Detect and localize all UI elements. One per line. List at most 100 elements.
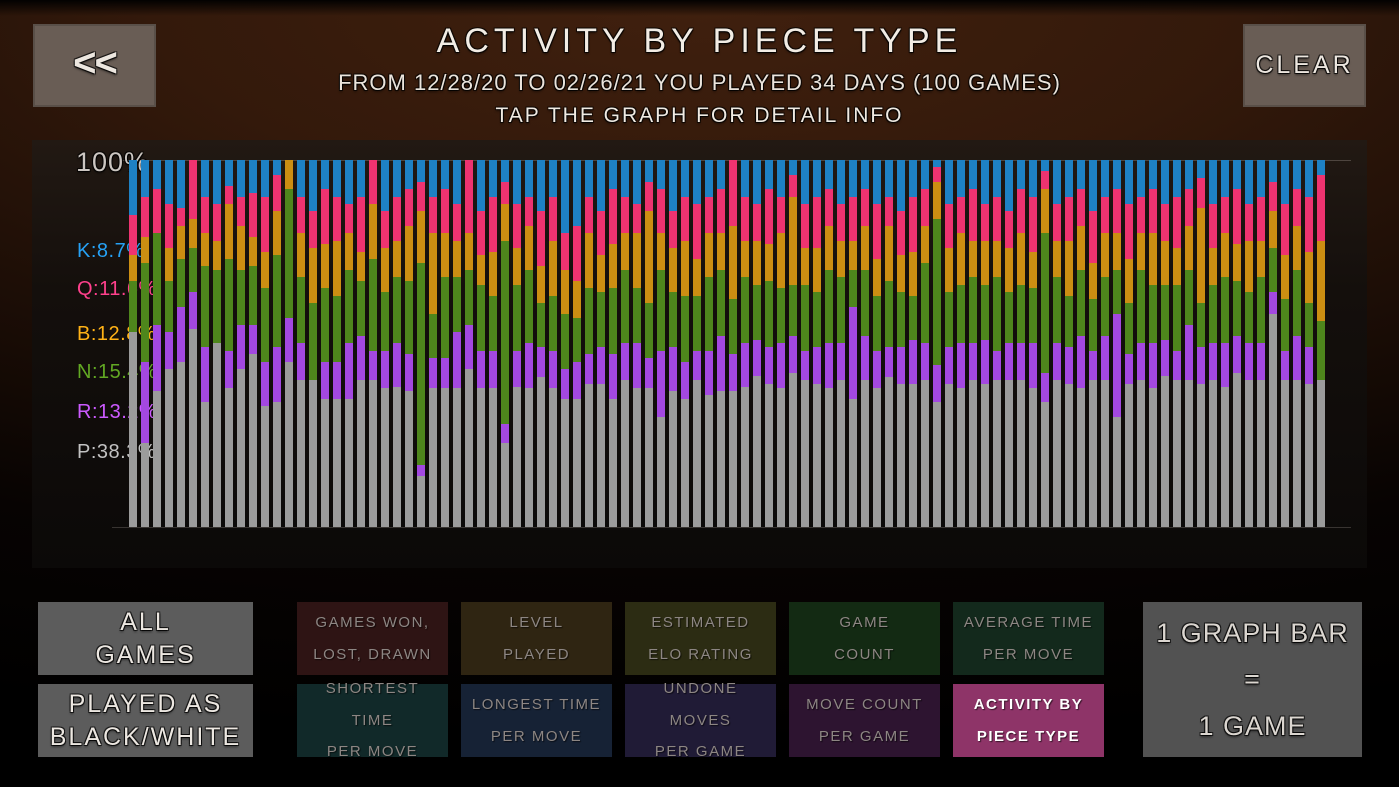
- graph-bar[interactable]: [129, 160, 137, 527]
- back-button[interactable]: <<: [33, 24, 156, 107]
- graph-bar[interactable]: [1077, 160, 1085, 527]
- graph-bar[interactable]: [1305, 160, 1313, 527]
- graph-bar[interactable]: [681, 160, 689, 527]
- graph-bar[interactable]: [909, 160, 917, 527]
- graph-bar[interactable]: [717, 160, 725, 527]
- graph-bar[interactable]: [609, 160, 617, 527]
- graph-bar[interactable]: [297, 160, 305, 527]
- graph-bar[interactable]: [1101, 160, 1109, 527]
- clear-button[interactable]: CLEAR: [1243, 24, 1366, 107]
- graph-bar[interactable]: [525, 160, 533, 527]
- graph-bar[interactable]: [813, 160, 821, 527]
- graph-bar[interactable]: [1197, 160, 1205, 527]
- graph-bar[interactable]: [669, 160, 677, 527]
- graph-bar[interactable]: [1005, 160, 1013, 527]
- graph-bar[interactable]: [165, 160, 173, 527]
- graph-bar[interactable]: [621, 160, 629, 527]
- graph-bar[interactable]: [1233, 160, 1241, 527]
- stat-button-level-played[interactable]: LEVEL PLAYED: [461, 602, 612, 675]
- graph-bar[interactable]: [1053, 160, 1061, 527]
- graph-bar[interactable]: [765, 160, 773, 527]
- stat-button-activity-by-piece-type[interactable]: ACTIVITY BY PIECE TYPE: [953, 684, 1104, 757]
- stat-button-estimated-elo-rating[interactable]: ESTIMATED ELO RATING: [625, 602, 776, 675]
- stat-button-move-count-per-game[interactable]: MOVE COUNT PER GAME: [789, 684, 940, 757]
- graph-bar[interactable]: [1173, 160, 1181, 527]
- graph-bar[interactable]: [1065, 160, 1073, 527]
- stacked-bars-area[interactable]: [129, 160, 1325, 527]
- graph-bar[interactable]: [213, 160, 221, 527]
- graph-bar[interactable]: [897, 160, 905, 527]
- graph-bar[interactable]: [705, 160, 713, 527]
- graph-bar[interactable]: [573, 160, 581, 527]
- graph-bar[interactable]: [873, 160, 881, 527]
- graph-bar[interactable]: [357, 160, 365, 527]
- graph-bar[interactable]: [513, 160, 521, 527]
- graph-bar[interactable]: [633, 160, 641, 527]
- graph-bar[interactable]: [849, 160, 857, 527]
- stat-button-games-won-lost-drawn[interactable]: GAMES WON, LOST, DRAWN: [297, 602, 448, 675]
- graph-bar[interactable]: [933, 160, 941, 527]
- graph-bar[interactable]: [1149, 160, 1157, 527]
- graph-bar[interactable]: [837, 160, 845, 527]
- graph-bar[interactable]: [1089, 160, 1097, 527]
- graph-bar[interactable]: [981, 160, 989, 527]
- graph-bar[interactable]: [261, 160, 269, 527]
- graph-bar[interactable]: [417, 160, 425, 527]
- graph-bar[interactable]: [369, 160, 377, 527]
- stat-button-longest-time-per-move[interactable]: LONGEST TIME PER MOVE: [461, 684, 612, 757]
- graph-bar[interactable]: [1317, 160, 1325, 527]
- graph-bar[interactable]: [825, 160, 833, 527]
- graph-bar[interactable]: [657, 160, 665, 527]
- graph-bar[interactable]: [801, 160, 809, 527]
- graph-bar[interactable]: [549, 160, 557, 527]
- stat-button-average-time-per-move[interactable]: AVERAGE TIME PER MOVE: [953, 602, 1104, 675]
- graph-bar[interactable]: [225, 160, 233, 527]
- graph-bar[interactable]: [393, 160, 401, 527]
- graph-bar[interactable]: [345, 160, 353, 527]
- graph-bar[interactable]: [453, 160, 461, 527]
- graph-bar[interactable]: [141, 160, 149, 527]
- graph-bar[interactable]: [645, 160, 653, 527]
- graph-bar[interactable]: [189, 160, 197, 527]
- graph-bar[interactable]: [1029, 160, 1037, 527]
- graph-bar[interactable]: [861, 160, 869, 527]
- graph-bar[interactable]: [1161, 160, 1169, 527]
- graph-bar[interactable]: [405, 160, 413, 527]
- graph-bar[interactable]: [1281, 160, 1289, 527]
- graph-bar[interactable]: [237, 160, 245, 527]
- graph-bar[interactable]: [1113, 160, 1121, 527]
- graph-bar[interactable]: [1245, 160, 1253, 527]
- graph-bar[interactable]: [945, 160, 953, 527]
- stat-button-shortest-time-per-move[interactable]: SHORTEST TIME PER MOVE: [297, 680, 448, 760]
- graph-bar[interactable]: [273, 160, 281, 527]
- graph-bar[interactable]: [201, 160, 209, 527]
- graph-bar[interactable]: [597, 160, 605, 527]
- graph-bar[interactable]: [153, 160, 161, 527]
- graph-bar[interactable]: [333, 160, 341, 527]
- graph-bar[interactable]: [561, 160, 569, 527]
- graph-bar[interactable]: [753, 160, 761, 527]
- graph-bar[interactable]: [1209, 160, 1217, 527]
- graph-bar[interactable]: [1293, 160, 1301, 527]
- graph-bar[interactable]: [477, 160, 485, 527]
- graph-bar[interactable]: [729, 160, 737, 527]
- filter-all-games-button[interactable]: ALL GAMES: [38, 602, 253, 675]
- graph-bar[interactable]: [921, 160, 929, 527]
- stat-button-undone-moves-per-game[interactable]: UNDONE MOVES PER GAME: [625, 680, 776, 760]
- graph-bar[interactable]: [777, 160, 785, 527]
- graph-bar[interactable]: [537, 160, 545, 527]
- graph-bar[interactable]: [585, 160, 593, 527]
- graph-bar[interactable]: [1185, 160, 1193, 527]
- graph-bar[interactable]: [429, 160, 437, 527]
- graph-bar[interactable]: [1017, 160, 1025, 527]
- graph-bar[interactable]: [177, 160, 185, 527]
- graph-bar[interactable]: [789, 160, 797, 527]
- graph-bar[interactable]: [1269, 160, 1277, 527]
- stat-button-game-count[interactable]: GAME COUNT: [789, 602, 940, 675]
- graph-bar[interactable]: [321, 160, 329, 527]
- graph-bar[interactable]: [309, 160, 317, 527]
- graph-bar[interactable]: [285, 160, 293, 527]
- graph-bar[interactable]: [741, 160, 749, 527]
- graph-bar[interactable]: [501, 160, 509, 527]
- graph-bar[interactable]: [249, 160, 257, 527]
